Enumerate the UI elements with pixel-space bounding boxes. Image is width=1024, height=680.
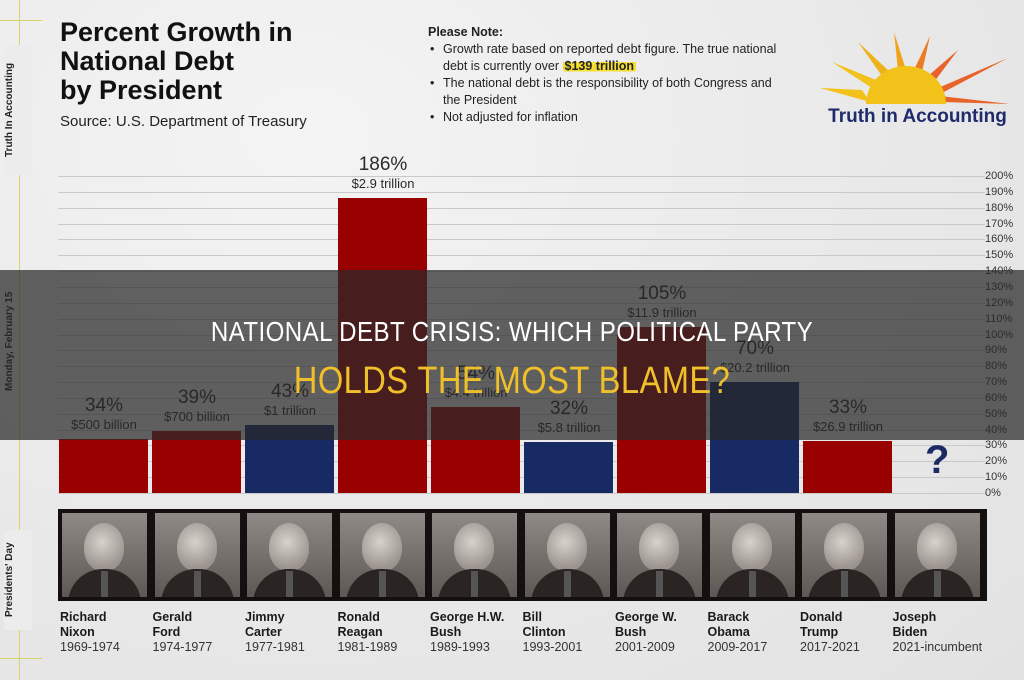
last-name: Obama [707, 625, 750, 639]
term-years: 2017-2021 [800, 640, 860, 654]
term-years: 1989-1993 [430, 640, 490, 654]
first-name: Richard [60, 610, 107, 624]
portrait-clinton [524, 513, 610, 597]
president-name: Bill Clinton 1993-2001 [523, 610, 583, 655]
first-name: Donald [800, 610, 843, 624]
y-tick-label: 20% [985, 455, 1008, 467]
gridline [58, 239, 985, 240]
please-note-box: Please Note: Growth rate based on report… [428, 24, 788, 126]
headline-line-1: NATIONAL DEBT CRISIS: WHICH POLITICAL PA… [210, 316, 814, 347]
truth-in-accounting-logo: Truth in Accounting [810, 28, 1020, 138]
y-tick-label: 170% [985, 218, 1014, 230]
bar-amount: $2.9 trillion [351, 176, 415, 191]
bar-nixon [59, 439, 148, 493]
y-tick-label: 30% [985, 439, 1008, 451]
chart-source: Source: U.S. Department of Treasury [60, 113, 307, 130]
title-line: National Debt [60, 46, 235, 76]
y-tick-label: 160% [985, 233, 1014, 245]
bar-data-label: 186% $2.9 trillion [318, 154, 448, 191]
gridline [58, 477, 985, 478]
term-years: 2001-2009 [615, 640, 675, 654]
last-name: Nixon [60, 625, 95, 639]
portrait-carter [247, 513, 332, 597]
president-name: Jimmy Carter 1977-1981 [245, 610, 305, 655]
gridline [58, 192, 985, 193]
portrait-bush [432, 513, 517, 597]
logo-text: Truth in Accounting [828, 106, 1007, 127]
president-name: Barack Obama 2009-2017 [708, 610, 768, 655]
headline-overlay [0, 270, 1024, 440]
y-tick-label: 0% [985, 487, 1001, 499]
first-name: Ronald [337, 610, 380, 624]
president-name: George W. Bush 2001-2009 [615, 610, 677, 655]
president-name: Ronald Reagan 1981-1989 [338, 610, 398, 655]
first-name: Barack [707, 610, 750, 624]
portrait-bush [617, 513, 702, 597]
president-photo-strip [58, 509, 987, 601]
last-name: Carter [245, 625, 282, 639]
gridline [58, 208, 985, 209]
y-tick-label: 190% [985, 186, 1014, 198]
bar-ford [152, 431, 241, 493]
first-name: Bill [522, 610, 542, 624]
term-years: 2009-2017 [707, 640, 768, 654]
chart-title: Percent Growth in National Debt by Presi… [60, 18, 400, 105]
last-name: Trump [800, 625, 839, 639]
side-decor-cross [0, 20, 42, 21]
y-tick-label: 150% [985, 249, 1014, 261]
term-years: 1974-1977 [152, 640, 213, 654]
note-list: Growth rate based on reported debt figur… [428, 41, 788, 126]
first-name: Jimmy [245, 610, 285, 624]
bar-percent: 186% [358, 154, 408, 175]
note-heading: Please Note: [428, 25, 504, 39]
gridline [58, 224, 985, 225]
side-decor-cross [0, 658, 42, 659]
president-name: Donald Trump 2017-2021 [800, 610, 860, 655]
president-name: Richard Nixon 1969-1974 [60, 610, 120, 655]
last-name: Biden [892, 625, 928, 639]
gridline [58, 445, 985, 446]
portrait-nixon [62, 513, 147, 597]
term-years: 1969-1974 [60, 640, 120, 654]
y-tick-label: 180% [985, 202, 1014, 214]
gridline [58, 493, 985, 494]
first-name: George H.W. [430, 610, 505, 624]
first-name: Gerald [152, 610, 193, 624]
bar-trump [803, 441, 892, 493]
y-tick-label: 10% [985, 471, 1008, 483]
portrait-obama [709, 513, 795, 597]
unknown-value-marker: ? [925, 438, 950, 482]
note-item: The national debt is the responsibility … [428, 75, 788, 109]
headline-line-2: HOLDS THE MOST BLAME? [293, 360, 731, 402]
highlighted-debt-figure: $139 trillion [562, 59, 636, 73]
last-name: Ford [152, 625, 181, 639]
note-item: Growth rate based on reported debt figur… [428, 41, 788, 75]
last-name: Bush [430, 625, 462, 639]
bar-clinton [524, 442, 613, 493]
gridline [58, 255, 985, 256]
last-name: Bush [615, 625, 647, 639]
portrait-biden [894, 513, 980, 597]
sun-logo-icon [820, 32, 1010, 104]
last-name: Reagan [337, 625, 383, 639]
y-tick-label: 200% [985, 170, 1014, 182]
portrait-ford [154, 513, 240, 597]
first-name: Joseph [892, 610, 937, 624]
title-line: by President [60, 75, 223, 105]
first-name: George W. [615, 610, 677, 624]
term-years: 2021-incumbent [892, 640, 983, 654]
term-years: 1977-1981 [245, 640, 305, 654]
president-name: Joseph Biden 2021-incumbent [893, 610, 983, 655]
president-name: George H.W. Bush 1989-1993 [430, 610, 504, 655]
gridline [58, 461, 985, 462]
president-name: Gerald Ford 1974-1977 [153, 610, 213, 655]
last-name: Clinton [522, 625, 566, 639]
term-years: 1993-2001 [522, 640, 583, 654]
note-item: Not adjusted for inflation [428, 109, 788, 126]
gridline [58, 176, 985, 177]
term-years: 1981-1989 [337, 640, 398, 654]
portrait-trump [802, 513, 887, 597]
portrait-reagan [339, 513, 425, 597]
title-line: Percent Growth in [60, 17, 293, 47]
